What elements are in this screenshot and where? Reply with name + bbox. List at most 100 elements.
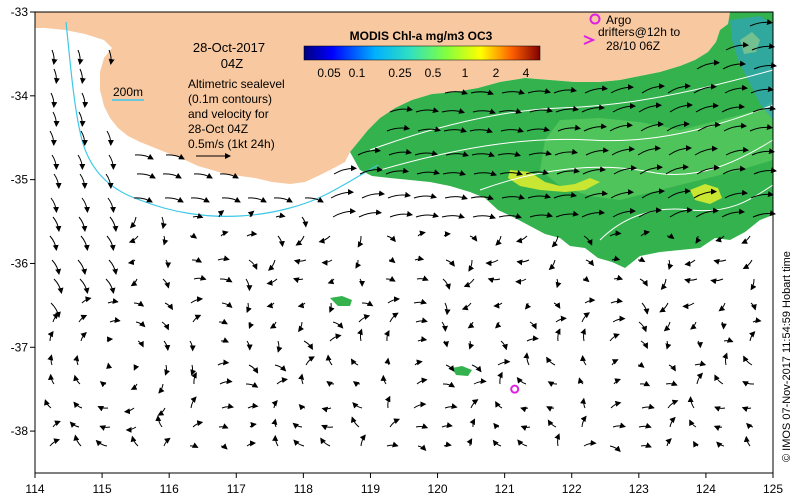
velocity-arrow bbox=[526, 126, 550, 132]
velocity-arrow bbox=[292, 422, 303, 429]
velocity-arrow bbox=[293, 439, 305, 447]
velocity-arrow bbox=[493, 302, 503, 309]
velocity-arrow bbox=[350, 416, 360, 428]
velocity-arrow bbox=[441, 213, 465, 219]
velocity-arrow bbox=[584, 297, 596, 304]
velocity-arrow bbox=[81, 197, 91, 213]
velocity-arrow bbox=[637, 145, 661, 156]
velocity-arrow bbox=[380, 374, 387, 385]
velocity-arrow bbox=[164, 302, 174, 311]
velocity-arrow bbox=[499, 170, 523, 176]
velocity-arrow bbox=[610, 400, 622, 409]
velocity-arrow bbox=[384, 330, 390, 342]
velocity-arrow bbox=[388, 256, 396, 264]
velocity-arrow bbox=[108, 259, 119, 275]
velocity-arrow bbox=[710, 278, 724, 285]
velocity-arrow bbox=[612, 315, 626, 323]
velocity-arrow bbox=[548, 259, 556, 271]
sealevel-text-3: and velocity for bbox=[188, 107, 269, 121]
velocity-arrow bbox=[415, 107, 439, 114]
velocity-arrow bbox=[553, 191, 577, 199]
colorbar-tick-label: 0.25 bbox=[388, 66, 412, 80]
velocity-arrow bbox=[73, 401, 83, 409]
velocity-arrow bbox=[665, 340, 672, 350]
velocity-arrow bbox=[487, 277, 501, 284]
velocity-arrow bbox=[471, 151, 495, 158]
velocity-arrow bbox=[106, 362, 113, 369]
velocity-arrow bbox=[682, 302, 695, 310]
velocity-arrow bbox=[546, 406, 555, 412]
velocity-arrow bbox=[277, 235, 285, 248]
velocity-arrow bbox=[611, 359, 619, 366]
velocity-arrow bbox=[444, 302, 451, 316]
velocity-arrow bbox=[723, 337, 734, 343]
velocity-arrow bbox=[469, 127, 493, 134]
velocity-arrow bbox=[163, 437, 171, 447]
date-line2: 04Z bbox=[221, 56, 243, 71]
lat-tick-label: -34 bbox=[11, 89, 29, 103]
velocity-arrow bbox=[527, 88, 551, 94]
velocity-arrow bbox=[695, 207, 719, 218]
velocity-arrow bbox=[78, 111, 86, 127]
plot-frame bbox=[34, 11, 774, 474]
velocity-arrow bbox=[106, 235, 116, 251]
lon-tick-label: 120 bbox=[428, 482, 448, 496]
velocity-arrow bbox=[298, 373, 305, 385]
velocity-arrow bbox=[580, 397, 586, 409]
velocity-arrow bbox=[52, 313, 60, 323]
colorbar-tick-label: 4 bbox=[523, 66, 530, 80]
velocity-arrow bbox=[50, 197, 60, 213]
velocity-arrow bbox=[128, 235, 139, 244]
velocity-arrow bbox=[217, 210, 225, 218]
velocity-arrow bbox=[79, 278, 90, 294]
velocity-arrow bbox=[577, 377, 584, 385]
credit-text: © IMOS 07-Nov-2017 11:54:59 Hobart time bbox=[781, 251, 793, 462]
velocity-arrow bbox=[492, 439, 502, 447]
velocity-arrow bbox=[247, 402, 259, 409]
velocity-arrow bbox=[461, 302, 472, 311]
velocity-arrow bbox=[129, 216, 137, 229]
velocity-arrow bbox=[190, 396, 197, 409]
velocity-arrow bbox=[442, 278, 451, 290]
velocity-arrow bbox=[246, 340, 253, 351]
velocity-arrow bbox=[47, 354, 54, 366]
velocity-arrow bbox=[443, 231, 451, 238]
velocity-arrow bbox=[557, 124, 581, 132]
velocity-arrow bbox=[247, 210, 255, 218]
velocity-arrow bbox=[417, 336, 428, 343]
velocity-arrow bbox=[613, 378, 621, 385]
velocity-arrow bbox=[107, 197, 117, 213]
velocity-arrow bbox=[155, 415, 163, 428]
velocity-arrow bbox=[641, 188, 665, 199]
velocity-arrow bbox=[266, 302, 275, 309]
velocity-arrow bbox=[639, 164, 663, 175]
drifter-legend-icon bbox=[583, 35, 596, 45]
velocity-arrow bbox=[753, 167, 777, 175]
velocity-arrow bbox=[463, 278, 475, 288]
velocity-arrow bbox=[192, 420, 204, 428]
velocity-arrow bbox=[276, 377, 288, 385]
velocity-arrow bbox=[275, 212, 286, 219]
velocity-arrow bbox=[612, 207, 636, 218]
velocity-arrow bbox=[417, 126, 441, 133]
velocity-arrow bbox=[581, 209, 605, 218]
lon-tick-label: 119 bbox=[361, 482, 380, 496]
velocity-arrow bbox=[293, 258, 307, 265]
velocity-arrow bbox=[79, 173, 88, 189]
velocity-arrow bbox=[318, 235, 331, 244]
velocity-arrow bbox=[553, 302, 561, 309]
velocity-arrow bbox=[292, 277, 304, 284]
velocity-arrow bbox=[246, 230, 258, 237]
velocity-arrow bbox=[157, 407, 166, 416]
velocity-arrow bbox=[246, 440, 257, 447]
velocity-arrow bbox=[384, 357, 391, 366]
velocity-arrow bbox=[468, 259, 475, 272]
velocity-arrow bbox=[582, 275, 590, 283]
velocity-arrow bbox=[714, 406, 726, 412]
velocity-arrow bbox=[495, 235, 502, 246]
velocity-arrow bbox=[350, 358, 359, 366]
velocity-arrow bbox=[162, 235, 169, 246]
velocity-arrow bbox=[528, 150, 552, 156]
velocity-arrow bbox=[321, 259, 333, 266]
velocity-arrow bbox=[108, 49, 115, 65]
